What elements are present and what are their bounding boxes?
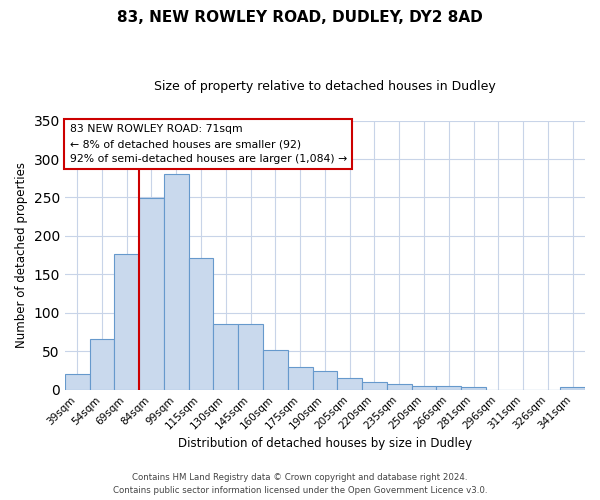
- Text: 83, NEW ROWLEY ROAD, DUDLEY, DY2 8AD: 83, NEW ROWLEY ROAD, DUDLEY, DY2 8AD: [117, 10, 483, 25]
- Text: 83 NEW ROWLEY ROAD: 71sqm
← 8% of detached houses are smaller (92)
92% of semi-d: 83 NEW ROWLEY ROAD: 71sqm ← 8% of detach…: [70, 124, 347, 164]
- Bar: [214, 324, 238, 390]
- Bar: [313, 372, 337, 390]
- Bar: [288, 366, 313, 390]
- Bar: [238, 324, 263, 390]
- Bar: [436, 386, 461, 390]
- Bar: [560, 388, 585, 390]
- Bar: [65, 374, 89, 390]
- Bar: [461, 388, 486, 390]
- Bar: [164, 174, 188, 390]
- Bar: [115, 254, 139, 390]
- X-axis label: Distribution of detached houses by size in Dudley: Distribution of detached houses by size …: [178, 437, 472, 450]
- Title: Size of property relative to detached houses in Dudley: Size of property relative to detached ho…: [154, 80, 496, 93]
- Bar: [263, 350, 288, 390]
- Bar: [188, 258, 214, 390]
- Y-axis label: Number of detached properties: Number of detached properties: [15, 162, 28, 348]
- Bar: [89, 339, 115, 390]
- Text: Contains HM Land Registry data © Crown copyright and database right 2024.
Contai: Contains HM Land Registry data © Crown c…: [113, 474, 487, 495]
- Bar: [387, 384, 412, 390]
- Bar: [412, 386, 436, 390]
- Bar: [337, 378, 362, 390]
- Bar: [139, 198, 164, 390]
- Bar: [362, 382, 387, 390]
